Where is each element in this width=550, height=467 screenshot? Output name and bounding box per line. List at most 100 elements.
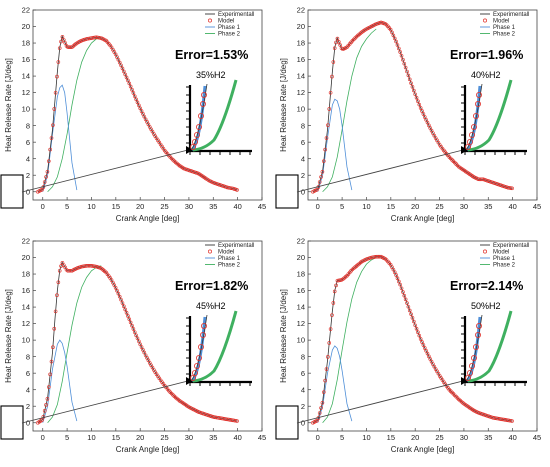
- x-tick-label: 30: [185, 433, 193, 442]
- x-tick-label: 40: [233, 202, 241, 211]
- inset-model-marker: [474, 332, 481, 339]
- model-marker: [391, 33, 396, 38]
- plot-frame: [307, 240, 538, 432]
- y-tick-label: 18: [297, 270, 305, 279]
- inset-model-marker: [464, 374, 471, 381]
- zoom-connector-line: [296, 149, 464, 193]
- inset-model-marker: [191, 138, 198, 145]
- model-marker: [122, 69, 126, 74]
- zoom-box: [275, 174, 299, 209]
- model-marker: [420, 109, 424, 113]
- model-marker: [116, 57, 121, 62]
- inset-model-marker: [197, 113, 204, 120]
- inset-model-marker: [472, 113, 479, 120]
- x-tick-label: 45: [258, 433, 266, 442]
- model-marker: [421, 112, 426, 116]
- y-tick-label: 2: [301, 171, 305, 180]
- model-marker: [116, 291, 121, 296]
- inset-model-marker: [193, 131, 200, 138]
- model-marker: [120, 66, 125, 71]
- model-marker: [335, 36, 340, 41]
- model-marker: [417, 102, 422, 107]
- model-marker: [336, 39, 341, 44]
- y-tick-label: 18: [22, 270, 30, 279]
- legend-label: Phase 1: [493, 25, 516, 31]
- legend-marker-model: [483, 18, 487, 23]
- inset-model-marker: [474, 101, 481, 108]
- error-annotation: Error=1.53%: [175, 48, 248, 62]
- model-marker: [390, 30, 394, 35]
- model-marker: [123, 72, 127, 77]
- inset-model-marker: [464, 143, 471, 150]
- x-axis-title: Crank Angle [deg]: [391, 445, 455, 454]
- model-marker: [418, 337, 423, 341]
- y-tick-label: 10: [22, 105, 30, 114]
- x-tick-label: 5: [65, 433, 69, 442]
- model-marker: [44, 175, 48, 179]
- model-marker: [131, 91, 136, 95]
- y-tick-label: 6: [301, 369, 305, 378]
- model-marker: [319, 406, 323, 410]
- plot-frame: [32, 9, 263, 201]
- y-tick-label: 10: [22, 336, 30, 345]
- x-tick-label: 35: [209, 433, 217, 442]
- y-axis-title: Heat Release Rate [J/deg]: [4, 58, 13, 152]
- model-marker: [134, 97, 138, 102]
- y-tick-label: 12: [297, 88, 305, 97]
- model-marker: [412, 319, 416, 324]
- inset-model-marker: [195, 124, 202, 131]
- x-tick-label: 30: [460, 202, 468, 211]
- legend-label: Phase 1: [493, 256, 516, 262]
- model-marker: [42, 409, 47, 413]
- model-marker: [233, 418, 238, 423]
- model-marker: [330, 74, 334, 79]
- model-marker: [46, 385, 51, 389]
- x-tick-label: 0: [316, 202, 320, 211]
- legend-label: Phase 2: [218, 32, 241, 38]
- y-tick-label: 6: [26, 369, 30, 378]
- x-axis-title: Crank Angle [deg]: [116, 214, 180, 223]
- model-marker: [55, 74, 59, 79]
- chart-panel-3: 0 5 10 15 20 25 30 35 40 45 0 2 4 6 8 10 12 14 16 18 20 22 Ex…: [0, 231, 275, 462]
- y-tick-label: 16: [22, 55, 30, 64]
- y-tick-label: 22: [297, 237, 305, 246]
- y-tick-label: 20: [297, 253, 305, 262]
- model-marker: [115, 288, 119, 293]
- legend-marker-model: [208, 249, 212, 254]
- model-marker: [49, 359, 54, 364]
- inset-model-marker: [468, 131, 475, 138]
- model-marker: [403, 65, 408, 70]
- model-marker: [320, 170, 325, 174]
- legend-label: Phase 1: [218, 256, 241, 262]
- phase1-line: [42, 84, 78, 192]
- y-tick-label: 16: [22, 286, 30, 295]
- model-marker: [331, 301, 336, 305]
- model-marker: [48, 372, 52, 377]
- inset-model-marker: [475, 323, 482, 330]
- x-tick-label: 10: [362, 433, 370, 442]
- model-marker: [49, 136, 54, 140]
- model-marker: [334, 283, 338, 288]
- legend-label: Phase 2: [218, 263, 241, 269]
- y-tick-label: 0: [301, 187, 305, 196]
- inset-phase2-curve: [467, 79, 513, 152]
- x-tick-label: 30: [185, 202, 193, 211]
- model-marker: [398, 282, 402, 287]
- x-tick-label: 10: [362, 202, 370, 211]
- phase2-line: [47, 265, 102, 423]
- model-marker: [395, 276, 400, 281]
- x-tick-label: 5: [65, 202, 69, 211]
- model-marker: [508, 186, 513, 190]
- model-marker: [421, 343, 426, 347]
- y-tick-label: 14: [297, 303, 305, 312]
- inset-model-marker: [468, 362, 475, 369]
- model-marker: [51, 345, 55, 350]
- model-marker: [405, 69, 409, 74]
- y-tick-label: 2: [26, 402, 30, 411]
- model-marker: [63, 41, 67, 45]
- x-tick-label: 20: [411, 202, 419, 211]
- x-tick-label: 35: [484, 202, 492, 211]
- model-marker: [126, 314, 130, 318]
- inset-model-marker: [200, 323, 207, 330]
- y-tick-label: 0: [301, 418, 305, 427]
